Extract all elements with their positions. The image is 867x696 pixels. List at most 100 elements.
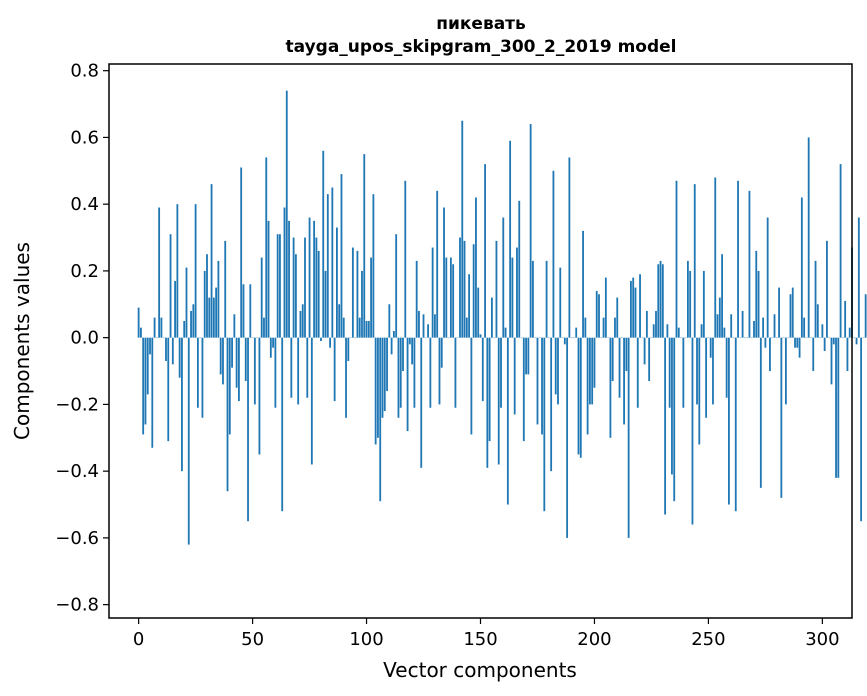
bar-74 bbox=[306, 337, 309, 398]
bar-272 bbox=[757, 270, 760, 338]
chart-title-line-2: tayga_upos_skipgram_300_2_2019 model bbox=[286, 37, 677, 57]
bar-279 bbox=[773, 314, 776, 338]
bar-43 bbox=[235, 337, 238, 388]
bar-304 bbox=[830, 337, 833, 385]
bar-131 bbox=[436, 190, 439, 338]
bar-292 bbox=[803, 317, 806, 338]
bar-262 bbox=[734, 337, 737, 512]
bar-39 bbox=[226, 337, 229, 492]
bar-169 bbox=[522, 337, 525, 442]
bar-167 bbox=[518, 200, 521, 338]
bar-94 bbox=[351, 247, 354, 338]
bar-29 bbox=[203, 270, 206, 338]
bar-127 bbox=[427, 324, 429, 338]
bar-197 bbox=[586, 337, 589, 435]
bar-227 bbox=[655, 310, 657, 338]
bar-271 bbox=[755, 250, 758, 338]
bar-133 bbox=[440, 337, 443, 368]
bar-208 bbox=[611, 337, 614, 382]
bar-198 bbox=[588, 337, 591, 405]
bar-175 bbox=[536, 337, 539, 425]
bar-51 bbox=[253, 337, 256, 405]
bar-253 bbox=[714, 177, 717, 338]
bar-149 bbox=[477, 287, 480, 338]
bar-1 bbox=[140, 327, 142, 338]
bar-141 bbox=[459, 237, 461, 338]
bar-209 bbox=[614, 317, 616, 338]
bar-311 bbox=[846, 337, 849, 372]
bar-122 bbox=[415, 260, 418, 338]
bar-241 bbox=[686, 260, 689, 338]
bar-202 bbox=[598, 294, 600, 338]
bar-44 bbox=[238, 337, 240, 402]
bar-85 bbox=[331, 187, 334, 338]
bar-2 bbox=[142, 337, 145, 435]
bar-151 bbox=[481, 337, 484, 402]
bar-48 bbox=[247, 337, 249, 522]
bar-284 bbox=[784, 337, 787, 405]
bar-207 bbox=[609, 337, 612, 438]
bar-319 bbox=[864, 294, 867, 338]
bar-129 bbox=[431, 247, 434, 338]
bar-315 bbox=[855, 337, 858, 345]
bar-201 bbox=[595, 290, 598, 338]
bar-84 bbox=[329, 337, 331, 348]
bar-138 bbox=[452, 264, 455, 338]
bar-49 bbox=[249, 284, 252, 338]
bar-237 bbox=[677, 327, 680, 338]
bar-249 bbox=[705, 337, 708, 418]
bar-148 bbox=[475, 197, 477, 338]
bar-103 bbox=[372, 194, 375, 338]
bar-80 bbox=[320, 337, 322, 341]
bar-series bbox=[137, 90, 867, 545]
bar-113 bbox=[395, 234, 398, 338]
bar-98 bbox=[361, 270, 363, 338]
bar-305 bbox=[832, 337, 835, 345]
bar-247 bbox=[700, 324, 703, 338]
bar-124 bbox=[420, 337, 423, 468]
bar-226 bbox=[652, 324, 655, 338]
bar-67 bbox=[290, 337, 293, 398]
bar-146 bbox=[470, 337, 473, 435]
bar-196 bbox=[584, 317, 587, 338]
bar-183 bbox=[554, 337, 557, 395]
bar-59 bbox=[272, 337, 275, 348]
bar-154 bbox=[488, 337, 491, 442]
bar-77 bbox=[313, 220, 316, 338]
bar-257 bbox=[723, 327, 726, 338]
bar-45 bbox=[240, 167, 243, 338]
bar-210 bbox=[616, 297, 619, 338]
bar-204 bbox=[602, 317, 605, 338]
bar-179 bbox=[545, 260, 548, 338]
bar-55 bbox=[263, 317, 265, 338]
bar-16 bbox=[174, 280, 176, 338]
bar-20 bbox=[183, 320, 186, 338]
bar-13 bbox=[167, 337, 170, 442]
bar-63 bbox=[281, 337, 284, 512]
bar-15 bbox=[171, 337, 174, 365]
x-tick-label: 300 bbox=[805, 629, 839, 650]
bar-157 bbox=[495, 240, 498, 338]
bar-254 bbox=[716, 314, 719, 338]
bar-61 bbox=[276, 234, 279, 338]
bar-199 bbox=[591, 337, 594, 405]
y-tick-label: −0.4 bbox=[55, 461, 99, 482]
bar-224 bbox=[648, 337, 651, 382]
bar-255 bbox=[718, 297, 721, 338]
bar-232 bbox=[666, 324, 669, 338]
bar-34 bbox=[215, 287, 218, 338]
bar-265 bbox=[741, 310, 744, 338]
bar-0 bbox=[137, 307, 140, 338]
y-tick-label: 0.8 bbox=[70, 61, 99, 82]
chart-title-line-1: пикевать bbox=[436, 14, 526, 34]
bar-117 bbox=[404, 180, 407, 338]
bar-158 bbox=[497, 337, 500, 465]
y-tick-label: −0.8 bbox=[55, 595, 99, 616]
bar-36 bbox=[219, 337, 222, 375]
bar-160 bbox=[502, 217, 505, 338]
bar-100 bbox=[365, 320, 368, 338]
bar-101 bbox=[367, 320, 370, 338]
bar-42 bbox=[233, 314, 236, 338]
bar-182 bbox=[552, 170, 555, 338]
